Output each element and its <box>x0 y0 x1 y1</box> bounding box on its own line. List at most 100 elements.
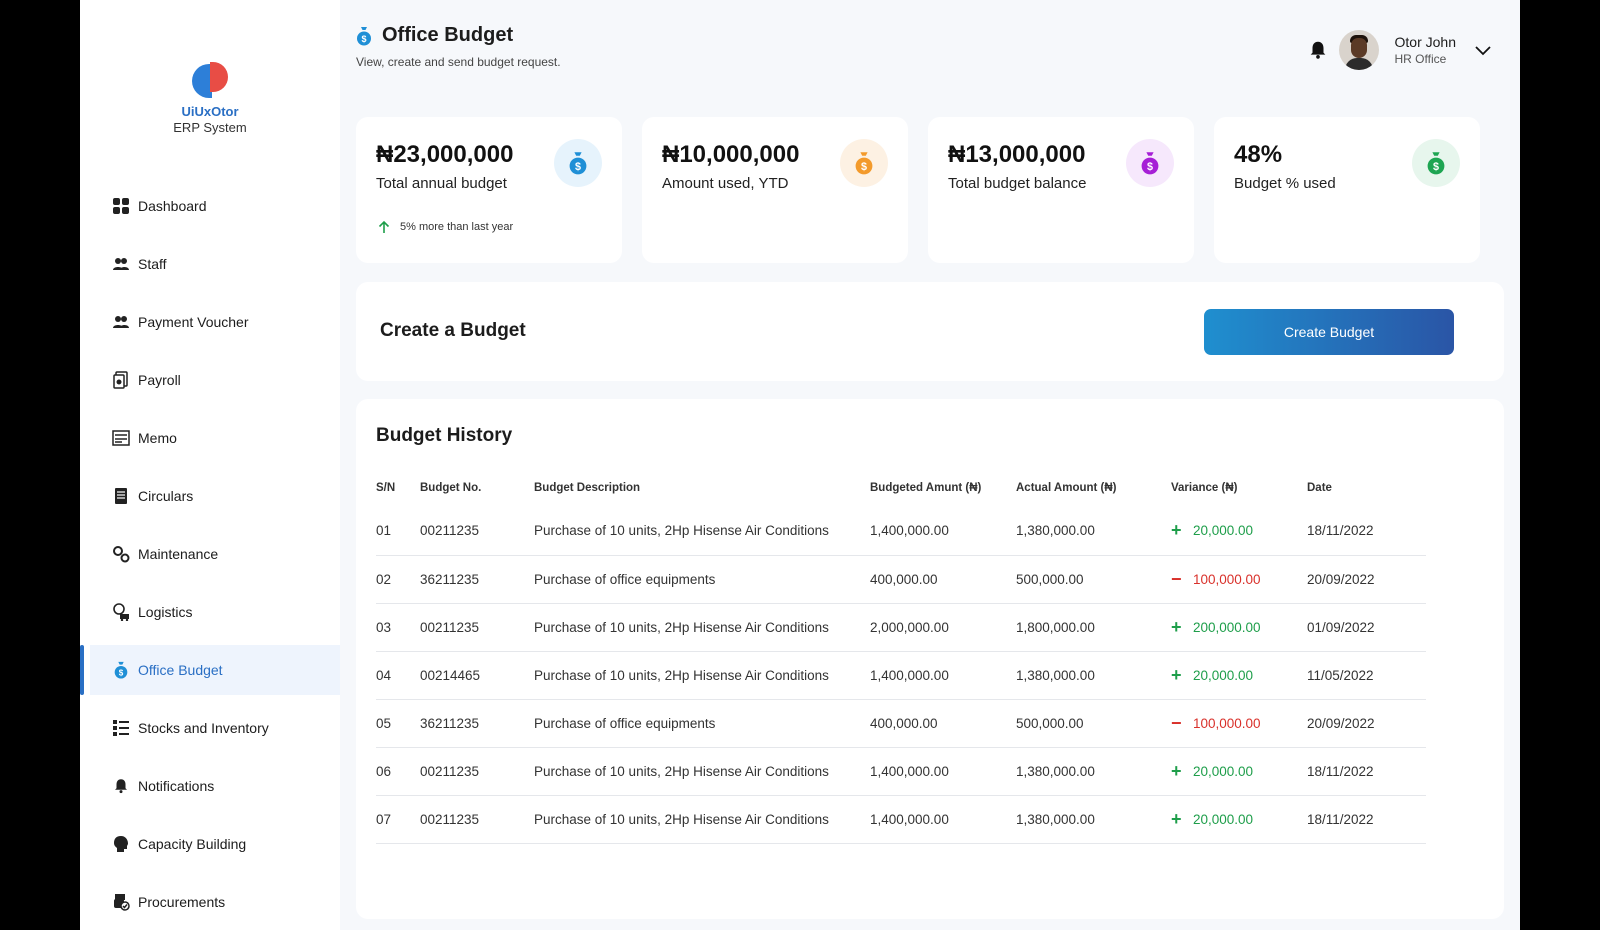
cell-sn: 07 <box>376 795 420 844</box>
sidebar-item-procurements[interactable]: Procurements <box>80 877 340 927</box>
plus-icon: + <box>1171 664 1182 685</box>
cell-budgeted: 1,400,000.00 <box>870 747 1016 796</box>
sidebar-item-notifications[interactable]: Notifications <box>80 761 340 811</box>
svg-text:$: $ <box>575 161 581 173</box>
stat-label: Budget % used <box>1234 175 1336 192</box>
create-budget-button[interactable]: Create Budget <box>1204 309 1454 355</box>
sidebar-item-stocks-and-inventory[interactable]: Stocks and Inventory <box>80 703 340 753</box>
list-icon <box>112 719 130 737</box>
cell-actual: 1,380,000.00 <box>1016 507 1171 556</box>
sidebar-item-label: Maintenance <box>138 546 219 562</box>
column-header: Budget Description <box>534 482 641 494</box>
bell-icon[interactable] <box>1307 39 1329 61</box>
sidebar-item-label: Payment Voucher <box>138 314 249 330</box>
sidebar-item-logistics[interactable]: Logistics <box>80 587 340 637</box>
dashboard-icon <box>112 197 130 215</box>
sidebar-item-label: Stocks and Inventory <box>138 720 269 736</box>
payroll-icon <box>112 371 130 389</box>
stat-label: Amount used, YTD <box>662 175 789 192</box>
money-bag-icon: $ <box>112 661 130 679</box>
table-row[interactable]: 02 36211235 Purchase of office equipments 4… <box>376 555 1426 604</box>
sidebar-item-office-budget[interactable]: $ Office Budget <box>80 645 340 695</box>
cell-actual: 1,800,000.00 <box>1016 603 1171 652</box>
cell-date: 11/05/2022 <box>1307 651 1426 700</box>
svg-text:$: $ <box>1147 161 1153 173</box>
page-header: $ Office Budget View, create and send bu… <box>356 24 561 69</box>
sidebar-item-label: Circulars <box>138 488 194 504</box>
sidebar-item-staff[interactable]: Staff <box>80 239 340 289</box>
stat-value: ₦23,000,000 <box>376 141 514 168</box>
plus-icon: + <box>1171 760 1182 781</box>
sidebar-item-dashboard[interactable]: Dashboard <box>80 181 340 231</box>
logo-mark-icon <box>192 62 228 98</box>
cell-sn: 05 <box>376 699 420 748</box>
stat-value: ₦10,000,000 <box>662 141 800 168</box>
variance-value: 20,000.00 <box>1193 811 1254 827</box>
cell-description: Purchase of office equipments <box>534 699 870 748</box>
cell-budgeted: 1,400,000.00 <box>870 507 1016 556</box>
cell-sn: 02 <box>376 555 420 604</box>
chevron-down-icon[interactable] <box>1474 41 1492 59</box>
cell-variance: +20,000.00 <box>1171 795 1307 844</box>
user-menu[interactable]: Otor John HR Office <box>1307 30 1492 70</box>
table-row[interactable]: 07 00211235 Purchase of 10 units, 2Hp Hise… <box>376 795 1426 844</box>
money-bag-icon: $ <box>1412 139 1460 187</box>
cell-budgeted: 2,000,000.00 <box>870 603 1016 652</box>
column-header: Date <box>1307 482 1332 494</box>
sidebar-item-circulars[interactable]: Circulars <box>80 471 340 521</box>
cell-description: Purchase of 10 units, 2Hp Hisense Air Co… <box>534 747 870 796</box>
cell-sn: 04 <box>376 651 420 700</box>
plus-icon: + <box>1171 616 1182 637</box>
table-row[interactable]: 03 00211235 Purchase of 10 units, 2Hp Hise… <box>376 603 1426 652</box>
table-header-row: S/N Budget No. Budget Description Budgeted … <box>376 469 1426 507</box>
table-row[interactable]: 06 00211235 Purchase of 10 units, 2Hp Hise… <box>376 747 1426 796</box>
create-budget-panel: Create a Budget Create Budget <box>356 282 1504 381</box>
cell-actual: 500,000.00 <box>1016 555 1171 604</box>
money-bag-icon: $ <box>357 26 371 45</box>
cell-date: 20/09/2022 <box>1307 555 1426 604</box>
bell-icon <box>112 777 130 795</box>
cell-sn: 06 <box>376 747 420 796</box>
logistics-icon <box>112 603 130 621</box>
gears-icon <box>112 545 130 563</box>
sidebar-item-payroll[interactable]: Payroll <box>80 355 340 405</box>
memo-icon <box>112 429 130 447</box>
sidebar-item-payment-voucher[interactable]: Payment Voucher <box>80 297 340 347</box>
variance-value: 100,000.00 <box>1193 571 1261 587</box>
stat-card: ₦13,000,000 Total budget balance $ <box>928 117 1194 263</box>
sidebar-nav: Dashboard Staff Payment Voucher Payroll Memo… <box>80 181 340 930</box>
document-icon <box>112 487 130 505</box>
sidebar-item-memo[interactable]: Memo <box>80 413 340 463</box>
stat-note-text: 5% more than last year <box>400 221 514 233</box>
sidebar-item-capacity-building[interactable]: Capacity Building <box>80 819 340 869</box>
cell-description: Purchase of 10 units, 2Hp Hisense Air Co… <box>534 507 870 556</box>
money-bag-icon: $ <box>554 139 602 187</box>
variance-value: 200,000.00 <box>1193 619 1261 635</box>
table-row[interactable]: 05 36211235 Purchase of office equipments 4… <box>376 699 1426 748</box>
cell-description: Purchase of office equipments <box>534 555 870 604</box>
brand-logo[interactable]: UiUxOtor ERP System <box>80 62 340 136</box>
sidebar-item-label: Office Budget <box>138 662 223 678</box>
stat-value: 48% <box>1234 141 1283 168</box>
avatar[interactable] <box>1338 30 1379 70</box>
cell-variance: −100,000.00 <box>1171 699 1307 748</box>
stat-cards: ₦23,000,000 Total annual budget $5% more t… <box>356 117 1480 263</box>
stat-value: ₦13,000,000 <box>948 141 1086 168</box>
stat-label: Total annual budget <box>376 175 507 192</box>
column-header: Budget No. <box>420 482 482 494</box>
procurement-icon <box>112 893 130 911</box>
sidebar-item-maintenance[interactable]: Maintenance <box>80 529 340 579</box>
variance-value: 20,000.00 <box>1193 667 1254 683</box>
column-header: Variance (₦) <box>1171 482 1238 494</box>
cell-variance: +20,000.00 <box>1171 507 1307 556</box>
table-row[interactable]: 04 00214465 Purchase of 10 units, 2Hp Hise… <box>376 651 1426 700</box>
budget-history-panel: Budget History S/N Budget No. Budget Descr… <box>356 399 1504 919</box>
app-frame: UiUxOtor ERP System Dashboard Staff Paymen… <box>80 0 1520 930</box>
cell-date: 18/11/2022 <box>1307 747 1426 796</box>
arrow-up-icon <box>378 220 390 233</box>
cell-budgeted: 400,000.00 <box>870 555 1016 604</box>
table-row[interactable]: 01 00211235 Purchase of 10 units, 2Hp Hise… <box>376 507 1426 556</box>
cell-budgeted: 1,400,000.00 <box>870 795 1016 844</box>
cell-description: Purchase of 10 units, 2Hp Hisense Air Co… <box>534 651 870 700</box>
variance-value: 20,000.00 <box>1193 523 1254 539</box>
